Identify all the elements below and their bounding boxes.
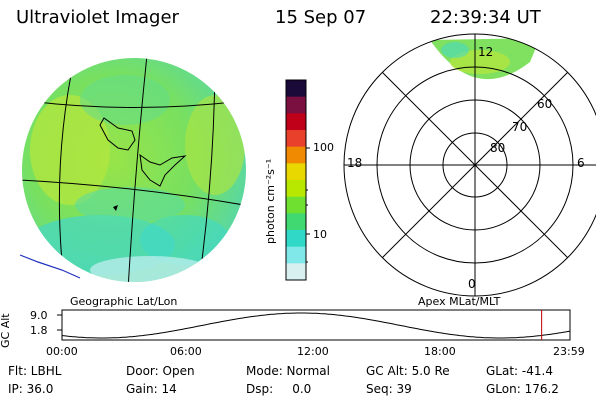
colorbar-band bbox=[286, 146, 306, 164]
timeline-xtick-1800: 18:00 bbox=[424, 345, 456, 358]
colorbar-band bbox=[286, 163, 306, 181]
mlt-label-12: 12 bbox=[478, 45, 494, 59]
mode-status: Mode: Normal bbox=[246, 364, 330, 378]
colorbar-band bbox=[286, 213, 306, 231]
timeline-axis-label: GC Alt bbox=[0, 313, 12, 348]
mlt-label-6: 6 bbox=[577, 156, 585, 170]
colorbar-tick-10: 10 bbox=[313, 228, 327, 241]
mlt-label-18: 18 bbox=[347, 156, 363, 170]
colorbar-band bbox=[286, 230, 306, 248]
mlat-label-70: 70 bbox=[512, 120, 528, 134]
colorbar-band bbox=[286, 180, 306, 198]
timeline-xtick-1200: 12:00 bbox=[297, 345, 329, 358]
colorbar-band bbox=[286, 130, 306, 148]
mlat-label-60: 60 bbox=[537, 97, 553, 111]
gain-status: Gain: 14 bbox=[126, 382, 177, 396]
timeline-xtick-2359: 23:59 bbox=[553, 345, 585, 358]
app-title: Ultraviolet Imager bbox=[16, 7, 179, 28]
door-status: Door: Open bbox=[126, 364, 195, 378]
colorbar-band bbox=[286, 196, 306, 214]
colorbar-band bbox=[286, 263, 306, 281]
timeline-xtick-0600: 06:00 bbox=[170, 345, 202, 358]
colorbar-band bbox=[286, 80, 306, 98]
apex-caption: Apex MLat/MLT bbox=[418, 295, 501, 308]
colorbar bbox=[285, 79, 310, 281]
date-label: 15 Sep 07 bbox=[275, 7, 367, 28]
altitude-timeline bbox=[57, 309, 571, 341]
polar-plot bbox=[343, 33, 600, 297]
ip-status: IP: 36.0 bbox=[8, 382, 54, 396]
timeline-xtick-0000: 00:00 bbox=[46, 345, 78, 358]
gc-alt-status: GC Alt: 5.0 Re bbox=[366, 364, 450, 378]
filter-status: Flt: LBHL bbox=[8, 364, 62, 378]
geographic-caption: Geographic Lat/Lon bbox=[70, 295, 178, 308]
colorbar-band bbox=[286, 246, 306, 264]
glat-status: GLat: -41.4 bbox=[486, 364, 553, 378]
colorbar-band bbox=[286, 96, 306, 114]
glon-status: GLon: 176.2 bbox=[486, 382, 559, 396]
dsp-status: Dsp: 0.0 bbox=[246, 382, 312, 396]
timeline-ytick-high: 9.0 bbox=[30, 309, 48, 322]
colorbar-unit-label: photon cm⁻²s⁻¹ bbox=[264, 158, 277, 244]
timeline-ytick-low: 1.8 bbox=[30, 324, 48, 337]
mlt-label-0: 0 bbox=[468, 277, 476, 291]
colorbar-band bbox=[286, 113, 306, 131]
mlat-label-80: 80 bbox=[490, 141, 506, 155]
geographic-image bbox=[19, 58, 246, 282]
time-label: 22:39:34 UT bbox=[430, 7, 541, 28]
colorbar-tick-100: 100 bbox=[313, 141, 334, 154]
seq-status: Seq: 39 bbox=[366, 382, 412, 396]
coastline-blue bbox=[19, 254, 81, 279]
